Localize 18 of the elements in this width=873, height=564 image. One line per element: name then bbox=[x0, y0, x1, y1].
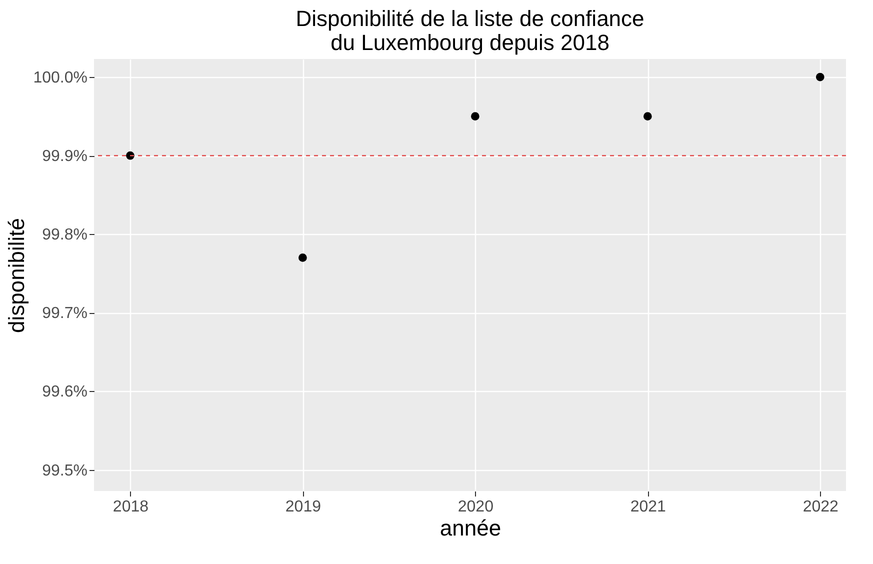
x-tick-label: 2020 bbox=[458, 498, 494, 516]
y-tick-label: 99.5% bbox=[42, 462, 88, 480]
point bbox=[816, 72, 824, 82]
x-tick-label: 2021 bbox=[630, 498, 666, 516]
y-tick-label: 99.9% bbox=[42, 148, 88, 166]
point bbox=[298, 254, 307, 262]
point bbox=[643, 112, 652, 121]
y-tick-label: 99.8% bbox=[42, 226, 88, 244]
y-axis-title: disponibilité bbox=[4, 218, 30, 333]
x-axis-title: année bbox=[440, 516, 502, 540]
y-tick-label: 99.6% bbox=[42, 384, 88, 401]
point bbox=[470, 112, 480, 121]
chart-title: Disponibilité de la liste de confiance du Luxembourg depuis 2018 bbox=[296, 6, 644, 55]
x-tick-label: 2019 bbox=[285, 498, 322, 516]
y-tick-label: 99.7% bbox=[42, 305, 88, 322]
y-tick-label: 100.0% bbox=[33, 70, 88, 87]
x-tick-label: 2022 bbox=[802, 498, 839, 516]
x-tick-label: 2018 bbox=[112, 498, 149, 516]
